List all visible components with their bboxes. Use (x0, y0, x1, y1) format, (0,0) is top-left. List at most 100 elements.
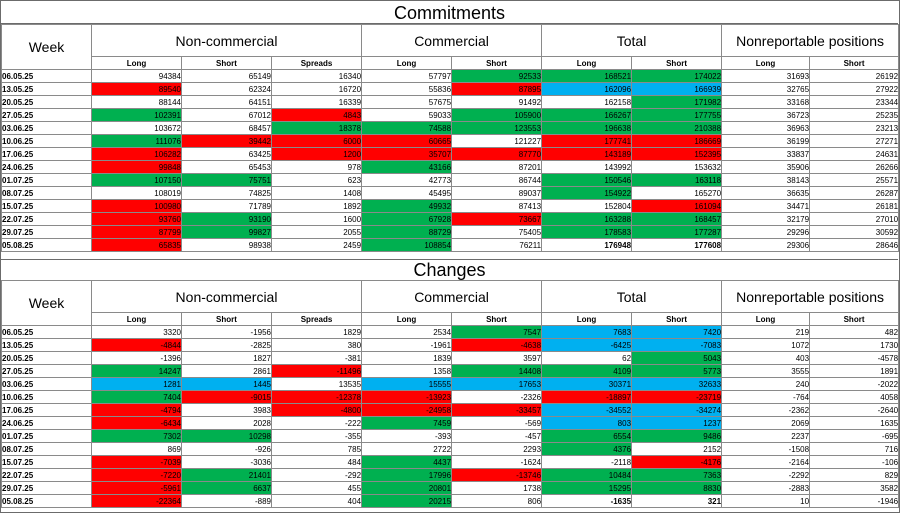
week-cell: 03.06.25 (1, 121, 92, 135)
value-cell: 176948 (541, 238, 633, 252)
value-cell: -18897 (541, 390, 633, 404)
value-cell: 186669 (631, 134, 723, 148)
value-cell: 404 (270, 494, 363, 508)
column-subheader: Long (91, 56, 182, 70)
commitments-title: Commitments (1, 3, 898, 24)
value-cell: 978 (270, 160, 363, 174)
value-cell: 32633 (631, 377, 723, 391)
value-cell: -4578 (809, 351, 900, 365)
value-cell: -889 (181, 494, 272, 508)
value-cell: 74825 (181, 186, 272, 200)
value-cell: 99827 (181, 225, 272, 239)
table-row: 27.05.25 14247 2861 -11496 1358 14408 4109 5773… (1, 364, 900, 378)
value-cell: 33837 (721, 147, 811, 161)
value-cell: 3320 (91, 325, 182, 339)
value-cell: 25571 (809, 173, 900, 187)
week-cell: 27.05.25 (1, 108, 92, 122)
week-cell: 03.06.25 (1, 377, 92, 391)
column-subheader: Short (631, 312, 723, 326)
value-cell: -457 (451, 429, 543, 443)
table-row: 15.07.25 100980 71789 1892 49932 87413 152804 1… (1, 199, 900, 213)
value-cell: 32765 (721, 82, 811, 96)
value-cell: 25235 (809, 108, 900, 122)
column-subheader: Long (91, 312, 182, 326)
value-cell: -22364 (91, 494, 182, 508)
value-cell: 163118 (631, 173, 723, 187)
table-row: 01.07.25 7302 10298 -355 -393 -457 6554 9486 223… (1, 429, 900, 443)
value-cell: 20801 (361, 481, 453, 495)
value-cell: 107150 (91, 173, 182, 187)
value-cell: 75405 (451, 225, 543, 239)
value-cell: 89037 (451, 186, 543, 200)
value-cell: 87895 (451, 82, 543, 96)
value-cell: 93760 (91, 212, 182, 226)
value-cell: 106282 (91, 147, 182, 161)
value-cell: 6000 (270, 134, 363, 148)
value-cell: 1839 (361, 351, 453, 365)
table-row: 03.06.25 103672 68457 18378 74588 123553 19663… (1, 121, 900, 135)
value-cell: 87413 (451, 199, 543, 213)
week-cell: 29.07.25 (1, 225, 92, 239)
value-cell: 57675 (361, 95, 453, 109)
value-cell: 2237 (721, 429, 811, 443)
value-cell: 100980 (91, 199, 182, 213)
value-cell: 16339 (270, 95, 363, 109)
week-cell: 06.05.25 (1, 325, 92, 339)
week-header: Week (1, 280, 92, 326)
week-cell: 06.05.25 (1, 69, 92, 83)
value-cell: 35906 (721, 160, 811, 174)
value-cell: -1396 (91, 351, 182, 365)
commitments-table: Week Non-commercial Commercial Total Non… (1, 24, 900, 252)
value-cell: 93190 (181, 212, 272, 226)
value-cell: 829 (809, 468, 900, 482)
week-cell: 08.07.25 (1, 186, 92, 200)
value-cell: 27010 (809, 212, 900, 226)
value-cell: -24958 (361, 403, 453, 417)
value-cell: 24631 (809, 147, 900, 161)
value-cell: -2640 (809, 403, 900, 417)
value-cell: 3597 (451, 351, 543, 365)
value-cell: -2118 (541, 455, 633, 469)
value-cell: 14247 (91, 364, 182, 378)
value-cell: -926 (181, 442, 272, 456)
column-subheader: Long (721, 312, 811, 326)
week-cell: 17.06.25 (1, 147, 92, 161)
value-cell: -764 (721, 390, 811, 404)
week-cell: 22.07.25 (1, 212, 92, 226)
value-cell: 75751 (181, 173, 272, 187)
table-row: 17.06.25 -4794 3983 -4800 -24958 -33457 -34552… (1, 403, 900, 417)
value-cell: 403 (721, 351, 811, 365)
value-cell: -2292 (721, 468, 811, 482)
value-cell: -2022 (809, 377, 900, 391)
value-cell: 38143 (721, 173, 811, 187)
value-cell: 87201 (451, 160, 543, 174)
value-cell: 1281 (91, 377, 182, 391)
column-subheader: Spreads (270, 56, 363, 70)
week-cell: 10.06.25 (1, 134, 92, 148)
value-cell: 14408 (451, 364, 543, 378)
group-header-total: Total (541, 280, 723, 313)
value-cell: 36635 (721, 186, 811, 200)
value-cell: 165270 (631, 186, 723, 200)
value-cell: 1635 (809, 416, 900, 430)
value-cell: 321 (631, 494, 723, 508)
value-cell: -6434 (91, 416, 182, 430)
column-subheader: Long (361, 56, 453, 70)
value-cell: 7363 (631, 468, 723, 482)
value-cell: -1956 (181, 325, 272, 339)
table-row: 06.05.25 3320 -1956 1829 2534 7547 7683 7420 219… (1, 325, 900, 339)
value-cell: 26181 (809, 199, 900, 213)
column-subheader: Short (181, 56, 272, 70)
value-cell: 16720 (270, 82, 363, 96)
value-cell: 2722 (361, 442, 453, 456)
value-cell: 30371 (541, 377, 633, 391)
value-cell: 32179 (721, 212, 811, 226)
value-cell: 1072 (721, 338, 811, 352)
value-cell: 88729 (361, 225, 453, 239)
value-cell: 103672 (91, 121, 182, 135)
table-row: 24.06.25 -6434 2028 -222 7459 -569 803 1237 2069… (1, 416, 900, 430)
value-cell: 17653 (451, 377, 543, 391)
value-cell: -292 (270, 468, 363, 482)
value-cell: 4376 (541, 442, 633, 456)
value-cell: 163288 (541, 212, 633, 226)
